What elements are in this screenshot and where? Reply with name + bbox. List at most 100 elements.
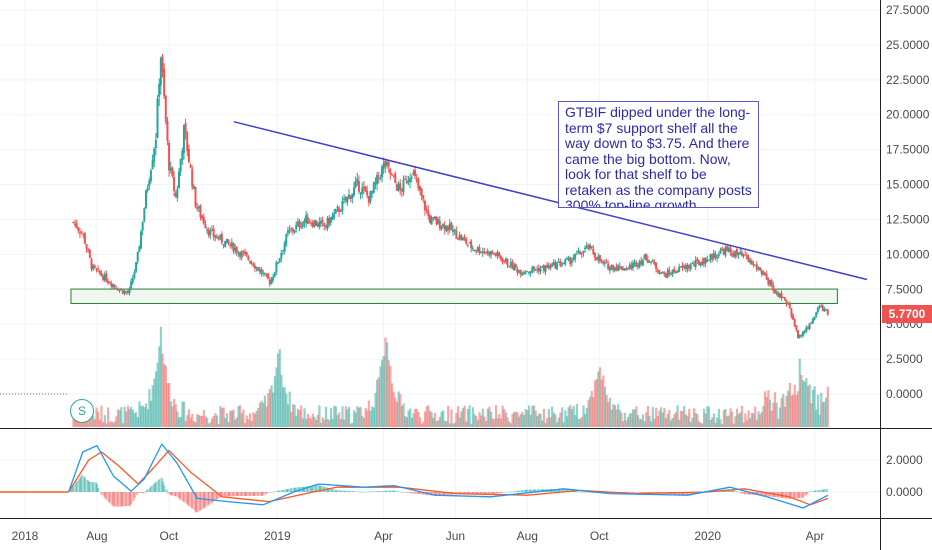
macd-histogram-bar (82, 476, 86, 492)
candle-body (542, 265, 545, 271)
descending-trendline[interactable] (233, 120, 868, 281)
candle-body (600, 260, 603, 262)
volume-bar (72, 415, 75, 427)
candle-body (379, 177, 382, 179)
macd-histogram-bar (686, 492, 689, 495)
macd-histogram-bar (606, 492, 609, 494)
candle-body (664, 273, 667, 278)
candle-body (366, 190, 369, 196)
volume-bar (173, 399, 176, 427)
candle-body (650, 261, 653, 263)
volume-bar (323, 419, 326, 427)
volume-bar (716, 417, 719, 427)
macd-histogram-bar (335, 490, 338, 492)
volume-bar (187, 409, 191, 427)
macd-histogram-bar (91, 481, 94, 492)
volume-bar (552, 412, 555, 427)
volume-bar (620, 412, 623, 427)
volume-bar (235, 417, 238, 427)
candle-body (549, 266, 552, 269)
volume-bar (285, 393, 288, 427)
candle-body (463, 237, 466, 240)
macd-histogram-bar (360, 491, 363, 493)
macd-histogram-bar (71, 487, 74, 492)
volume-bar (171, 406, 174, 427)
volume-bar (800, 374, 803, 427)
candle-body (757, 268, 760, 270)
volume-bar (712, 413, 716, 427)
volume-bar (108, 422, 111, 427)
macd-histogram-bar (352, 491, 356, 492)
volume-bar (669, 420, 673, 427)
candle-body (711, 255, 714, 260)
macd-histogram-bar (529, 489, 533, 492)
volume-bar (412, 413, 415, 427)
candle-body (709, 253, 712, 260)
volume-bar (364, 407, 367, 427)
volume-bar (318, 405, 321, 427)
time-tick-label: Apr (374, 529, 393, 543)
annotation-callout[interactable]: GTBIF dipped under the long-term $7 supp… (558, 101, 759, 208)
volume-bar (179, 416, 182, 427)
candle-body (494, 254, 497, 257)
volume-bar (387, 360, 390, 427)
candle-body (224, 240, 227, 247)
candle-body (516, 269, 519, 273)
volume-bar (701, 423, 704, 427)
macd-histogram-bar (290, 488, 293, 492)
volume-bar (714, 422, 717, 427)
candle-body (460, 235, 463, 241)
volume-bar (612, 404, 615, 427)
candle-body (529, 271, 532, 274)
volume-bar (631, 409, 635, 427)
candle-body (686, 265, 689, 270)
macd-histogram-bar (331, 489, 334, 492)
candle-body (315, 220, 318, 226)
candle-body (445, 225, 448, 231)
candle-body (348, 194, 351, 199)
candle-body (395, 184, 398, 191)
macd-tick-label: 0.0000 (886, 485, 923, 499)
candle-body (526, 271, 529, 273)
candle-body (559, 261, 562, 267)
macd-histogram-bar (229, 492, 232, 497)
candle-body (605, 261, 608, 263)
candle-body (506, 258, 509, 266)
volume-bar (385, 342, 389, 427)
volume-bar (428, 410, 432, 427)
candle-body (772, 285, 775, 291)
macd-histogram-bar (202, 492, 205, 509)
volume-bar (255, 410, 258, 427)
time-tick-label: Jun (446, 529, 465, 543)
macd-histogram-bar (187, 492, 191, 507)
macd-histogram-bar (318, 485, 321, 492)
candle-body (661, 271, 664, 274)
candle-body (734, 250, 737, 257)
candle-body (265, 273, 268, 275)
candle-body (513, 265, 516, 271)
macd-histogram-bar (559, 488, 562, 492)
candle-body (790, 308, 793, 317)
macd-histogram-bar (194, 492, 198, 513)
candle-body (752, 264, 755, 266)
candle-body (808, 323, 811, 329)
macd-histogram-bar (760, 492, 764, 496)
candle-body (684, 265, 687, 270)
candle-body (138, 246, 141, 252)
volume-bar (719, 419, 722, 427)
candle-body (732, 253, 735, 257)
split-marker-icon[interactable]: S (70, 399, 94, 423)
volume-bar (313, 416, 316, 427)
macd-histogram-bar (356, 491, 359, 493)
price-tick-label: 22.5000 (886, 73, 930, 87)
candle-body (73, 224, 76, 226)
volume-bar (729, 408, 732, 427)
macd-histogram-bar (739, 492, 742, 494)
candle-body (301, 222, 304, 227)
macd-histogram-bar (347, 490, 350, 492)
macd-histogram-bar (582, 492, 586, 493)
macd-histogram-bar (689, 492, 692, 495)
volume-bar (422, 421, 425, 427)
candle-body (470, 240, 473, 249)
